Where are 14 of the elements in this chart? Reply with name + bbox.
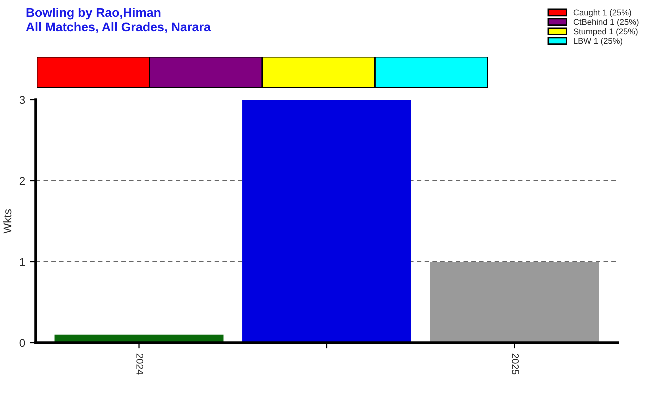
x-tick-label: 2024 xyxy=(136,354,144,375)
legend-label: Caught 1 (25%) xyxy=(574,10,632,18)
y-axis-title: Wkts xyxy=(3,210,12,234)
bar xyxy=(242,100,412,343)
y-tick-label: 1 xyxy=(20,258,26,266)
chart-title: Bowling by Rao,Himan All Matches, All Grades, Narara xyxy=(26,8,212,34)
y-tick-label: 0 xyxy=(20,339,26,348)
legend-label: CtBehind 1 (25%) xyxy=(574,19,639,27)
y-tick-label: 3 xyxy=(20,96,26,104)
legend-label: Stumped 1 (25%) xyxy=(574,28,638,36)
y-tick-label: 2 xyxy=(20,177,26,186)
bar xyxy=(430,262,600,343)
x-tick-label: 2025 xyxy=(512,354,520,375)
legend-label: LBW 1 (25%) xyxy=(574,38,623,46)
